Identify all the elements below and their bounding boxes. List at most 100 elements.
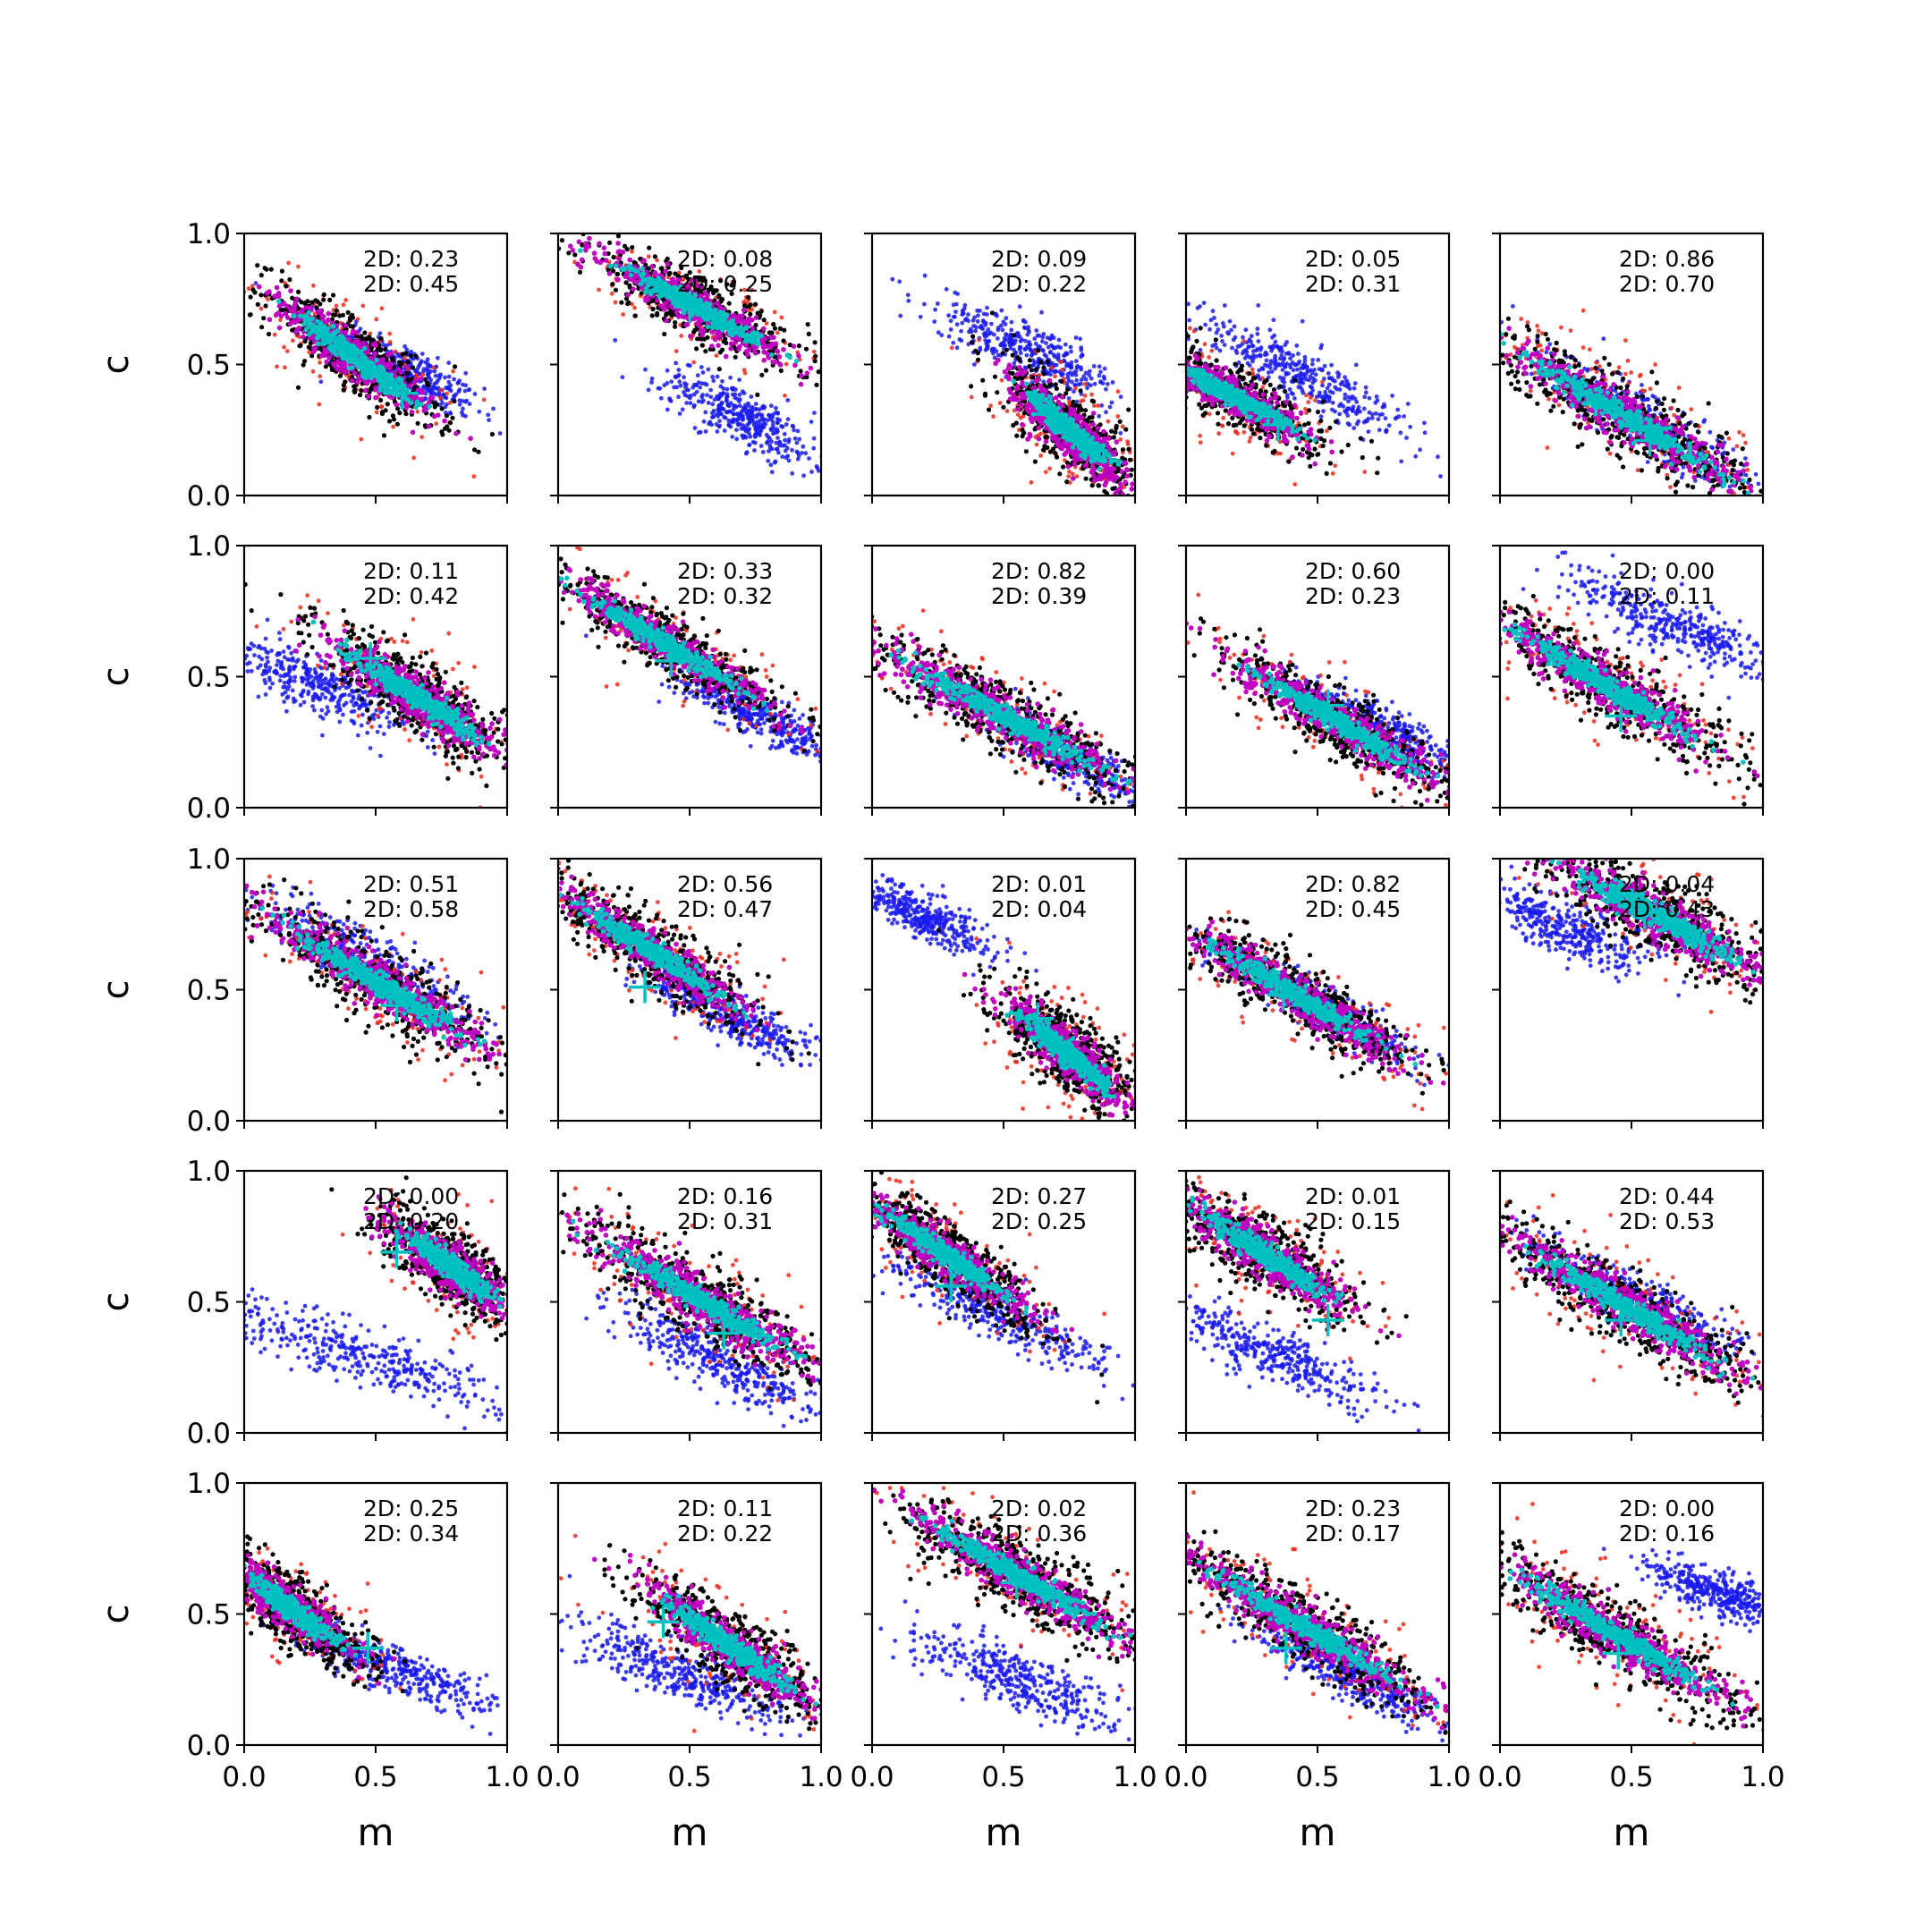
magenta-series-point <box>796 352 801 359</box>
magenta-series-point <box>643 298 648 303</box>
black-series-point <box>1015 355 1021 360</box>
y-tick-label: 1.0 <box>187 218 231 250</box>
red-series-point <box>1115 414 1121 419</box>
cyan-series-point <box>677 285 683 291</box>
black-series-point <box>295 385 301 390</box>
blue-series-point <box>463 399 468 404</box>
red-series-point <box>415 409 420 414</box>
cyan-series-point <box>639 281 645 286</box>
blue-series-point <box>1012 360 1017 366</box>
black-series-point <box>1027 364 1032 369</box>
blue-series-point <box>984 341 989 346</box>
magenta-series-point <box>649 264 655 269</box>
blue-series-point <box>905 292 911 298</box>
black-series-point <box>724 340 729 345</box>
blue-series-point <box>1078 336 1082 342</box>
blue-series-point <box>761 420 767 426</box>
blue-series-point <box>1027 342 1032 347</box>
blue-series-point <box>769 470 775 475</box>
blue-series-point <box>953 314 957 319</box>
magenta-series-point <box>333 363 338 369</box>
magenta-series-point <box>743 343 749 348</box>
magenta-series-point <box>326 355 332 360</box>
black-series-point <box>268 267 274 272</box>
magenta-series-point <box>363 387 369 394</box>
magenta-series-point <box>373 386 378 391</box>
blue-series-point <box>933 307 937 312</box>
black-series-point <box>1113 429 1118 435</box>
blue-series-point <box>774 405 778 411</box>
black-series-point <box>413 353 419 359</box>
cyan-series-point <box>378 384 384 390</box>
blue-series-point <box>792 436 798 441</box>
blue-series-point <box>691 404 697 410</box>
blue-series-point <box>1023 346 1029 352</box>
red-series-point <box>311 283 316 288</box>
blue-series-point <box>760 425 765 430</box>
magenta-series-point <box>341 330 347 336</box>
red-series-point <box>451 369 455 374</box>
blue-series-point <box>748 434 753 439</box>
blue-series-point <box>735 420 740 426</box>
black-series-point <box>1111 435 1116 440</box>
blue-series-point <box>998 323 1004 328</box>
cyan-series-point <box>694 298 700 304</box>
blue-series-point <box>686 387 691 393</box>
cyan-series-point <box>649 278 655 284</box>
cyan-series-point <box>675 294 682 301</box>
blue-series-point <box>734 428 739 432</box>
black-series-point <box>781 338 786 343</box>
blue-series-point <box>706 401 711 405</box>
blue-series-point <box>1074 377 1080 383</box>
blue-series-point <box>983 338 987 343</box>
magenta-series-point <box>694 283 700 289</box>
blue-series-point <box>677 379 682 385</box>
blue-series-point <box>658 395 664 401</box>
red-series-point <box>402 356 407 360</box>
magenta-series-point <box>356 374 361 380</box>
black-series-point <box>1054 386 1059 391</box>
blue-series-point <box>754 412 759 418</box>
blue-series-point <box>906 298 911 303</box>
blue-series-point <box>983 347 988 352</box>
blue-series-point <box>726 403 732 409</box>
blue-series-point <box>700 398 706 403</box>
magenta-series-point <box>389 361 394 367</box>
black-series-point <box>309 300 315 305</box>
blue-series-point <box>758 444 764 448</box>
red-series-point <box>1067 470 1072 474</box>
red-series-point <box>1037 373 1042 377</box>
black-series-point <box>771 321 776 327</box>
black-series-point <box>263 303 268 309</box>
cyan-series-point <box>376 369 381 376</box>
red-series-point <box>691 360 697 365</box>
black-series-point <box>625 301 631 307</box>
magenta-series-point <box>709 343 715 349</box>
black-series-point <box>309 353 315 359</box>
blue-series-point <box>741 427 747 432</box>
magenta-series-point <box>307 305 313 311</box>
blue-series-point <box>734 396 740 402</box>
black-series-point <box>1038 360 1043 365</box>
magenta-series-point <box>663 301 668 307</box>
blue-series-point <box>676 394 681 400</box>
blue-series-point <box>1098 379 1103 385</box>
blue-series-point <box>436 373 442 378</box>
blue-series-point <box>1073 372 1079 377</box>
blue-series-point <box>988 330 994 335</box>
magenta-series-point <box>428 395 434 402</box>
black-series-point <box>306 344 311 350</box>
blue-series-point <box>777 439 783 445</box>
cyan-series-point <box>306 309 312 316</box>
magenta-series-point <box>798 381 804 387</box>
cyan-series-point <box>413 404 419 411</box>
blue-series-point <box>767 414 773 419</box>
black-series-point <box>395 406 401 411</box>
black-series-point <box>264 267 269 272</box>
blue-series-point <box>737 392 742 397</box>
blue-series-point <box>1063 342 1068 347</box>
blue-series-point <box>497 431 503 436</box>
blue-series-point <box>816 468 821 473</box>
blue-series-point <box>975 318 980 324</box>
blue-series-point <box>688 394 693 398</box>
